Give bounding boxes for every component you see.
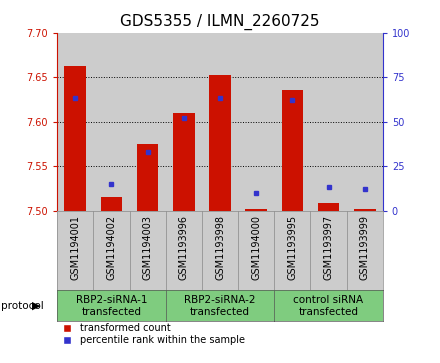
Text: RBP2-siRNA-2
transfected: RBP2-siRNA-2 transfected bbox=[184, 295, 256, 317]
Bar bbox=[354, 209, 376, 211]
Text: GSM1194002: GSM1194002 bbox=[106, 215, 117, 280]
Text: ▶: ▶ bbox=[32, 301, 40, 311]
Title: GDS5355 / ILMN_2260725: GDS5355 / ILMN_2260725 bbox=[120, 14, 320, 30]
Bar bbox=[246, 209, 267, 211]
Bar bbox=[64, 66, 86, 211]
Text: GSM1194003: GSM1194003 bbox=[143, 215, 153, 280]
Text: RBP2-siRNA-1
transfected: RBP2-siRNA-1 transfected bbox=[76, 295, 147, 317]
Text: GSM1193999: GSM1193999 bbox=[360, 215, 370, 280]
Text: GSM1193996: GSM1193996 bbox=[179, 215, 189, 280]
Legend: transformed count, percentile rank within the sample: transformed count, percentile rank withi… bbox=[53, 319, 249, 349]
Bar bbox=[209, 76, 231, 211]
Bar bbox=[318, 203, 339, 211]
Text: GSM1194000: GSM1194000 bbox=[251, 215, 261, 280]
Bar bbox=[173, 113, 194, 211]
Bar bbox=[282, 90, 303, 211]
Text: GSM1193998: GSM1193998 bbox=[215, 215, 225, 280]
Bar bbox=[137, 144, 158, 211]
Text: protocol: protocol bbox=[1, 301, 44, 311]
Bar bbox=[101, 197, 122, 211]
Text: GSM1193997: GSM1193997 bbox=[323, 215, 334, 280]
Text: control siRNA
transfected: control siRNA transfected bbox=[293, 295, 363, 317]
Text: GSM1193995: GSM1193995 bbox=[287, 215, 297, 280]
Text: GSM1194001: GSM1194001 bbox=[70, 215, 80, 280]
